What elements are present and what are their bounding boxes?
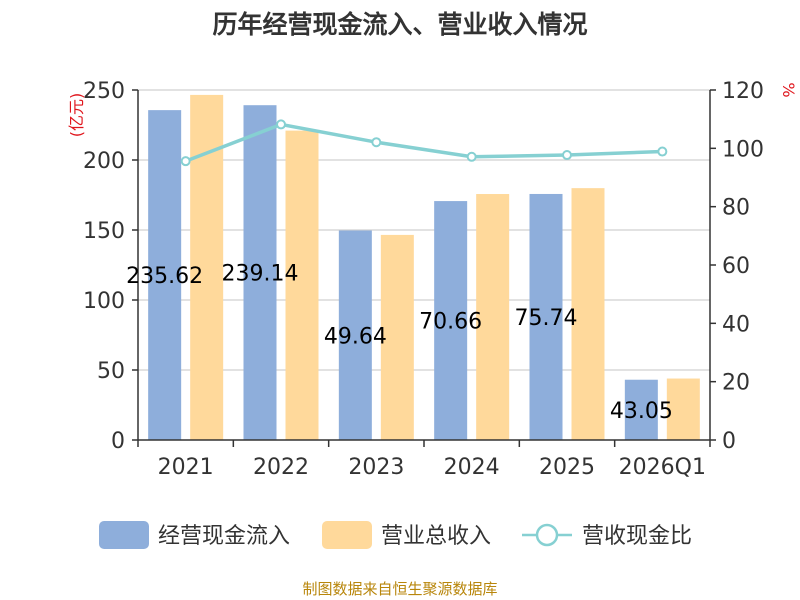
- bar-operating-cash-inflow: [624, 379, 658, 440]
- x-tick-label: 2026Q1: [619, 455, 706, 480]
- ratio-point: [466, 151, 477, 162]
- bar-data-label: 70.66: [419, 310, 482, 335]
- x-tick-label: 2021: [158, 455, 214, 480]
- bar-data-label: 49.64: [324, 324, 387, 349]
- bar-total-revenue: [380, 234, 414, 440]
- bar-data-label: 75.74: [515, 306, 578, 331]
- legend-label-cash-inflow: 经营现金流入: [158, 524, 290, 549]
- y-axis-left-label: (亿元): [67, 93, 86, 138]
- ratio-point: [657, 146, 668, 157]
- legend-label-ratio: 营收现金比: [582, 524, 692, 549]
- ratio-line-path: [185, 122, 663, 163]
- y-left-tick-label: 250: [83, 79, 125, 104]
- bar-operating-cash-inflow: [243, 105, 277, 440]
- y-right-tick-label: 40: [722, 312, 750, 337]
- y-left-tick-label: 0: [111, 429, 125, 454]
- y-right-tick-label: 80: [722, 196, 750, 221]
- ratio-point: [180, 156, 191, 167]
- y-right-tick-label: 120: [722, 79, 764, 104]
- source-note: 制图数据来自恒生聚源数据库: [302, 580, 497, 598]
- y-right-tick-label: 60: [722, 254, 750, 279]
- legend-swatch-revenue: [322, 521, 372, 549]
- bar-operating-cash-inflow: [338, 230, 372, 440]
- y-right-tick-label: 100: [722, 137, 764, 162]
- bar-total-revenue: [476, 194, 510, 440]
- legend-swatch-cash-inflow: [99, 521, 149, 549]
- bar-total-revenue: [666, 378, 700, 440]
- y-right-tick-label: 20: [722, 371, 750, 396]
- axes: 0 50 100 150 200 250 0 20 40 60 80 100 120 2021 2022 20…: [83, 79, 764, 480]
- legend-marker-ratio: [535, 523, 559, 547]
- x-tick-label: 2025: [539, 455, 595, 480]
- x-tick-label: 2023: [348, 455, 404, 480]
- bar-data-label: 43.05: [610, 399, 673, 424]
- ratio-point: [562, 150, 572, 161]
- bar-operating-cash-inflow: [529, 193, 563, 440]
- y-left-tick-label: 50: [97, 359, 125, 384]
- x-tick-label: 2024: [444, 455, 500, 480]
- gridlines: [138, 89, 710, 371]
- ratio-line: [180, 119, 668, 167]
- y-right-tick-label: 0: [722, 429, 736, 454]
- y-left-tick-label: 150: [83, 219, 125, 244]
- x-tick-label: 2022: [253, 455, 309, 480]
- bar-operating-cash-inflow: [434, 201, 468, 440]
- y-axis-right-label: %: [779, 82, 798, 97]
- bar-total-revenue: [571, 188, 605, 440]
- y-left-tick-label: 200: [83, 149, 125, 174]
- bar-operating-cash-inflow: [148, 110, 182, 440]
- bar-total-revenue: [285, 130, 319, 440]
- legend-label-revenue: 营业总收入: [381, 524, 491, 549]
- ratio-point: [276, 119, 286, 130]
- y-left-tick-label: 100: [83, 289, 125, 314]
- bar-data-label: 239.14: [222, 262, 299, 287]
- bar-data-label: 235.62: [126, 264, 203, 289]
- legend: 经营现金流入 营业总收入 营收现金比: [99, 521, 692, 549]
- ratio-point: [371, 137, 382, 148]
- bars: [148, 94, 700, 441]
- data-labels: 235.62 239.14 49.64 70.66 75.74 43.05: [126, 262, 673, 424]
- chart-title: 历年经营现金流入、营业收入情况: [212, 10, 587, 39]
